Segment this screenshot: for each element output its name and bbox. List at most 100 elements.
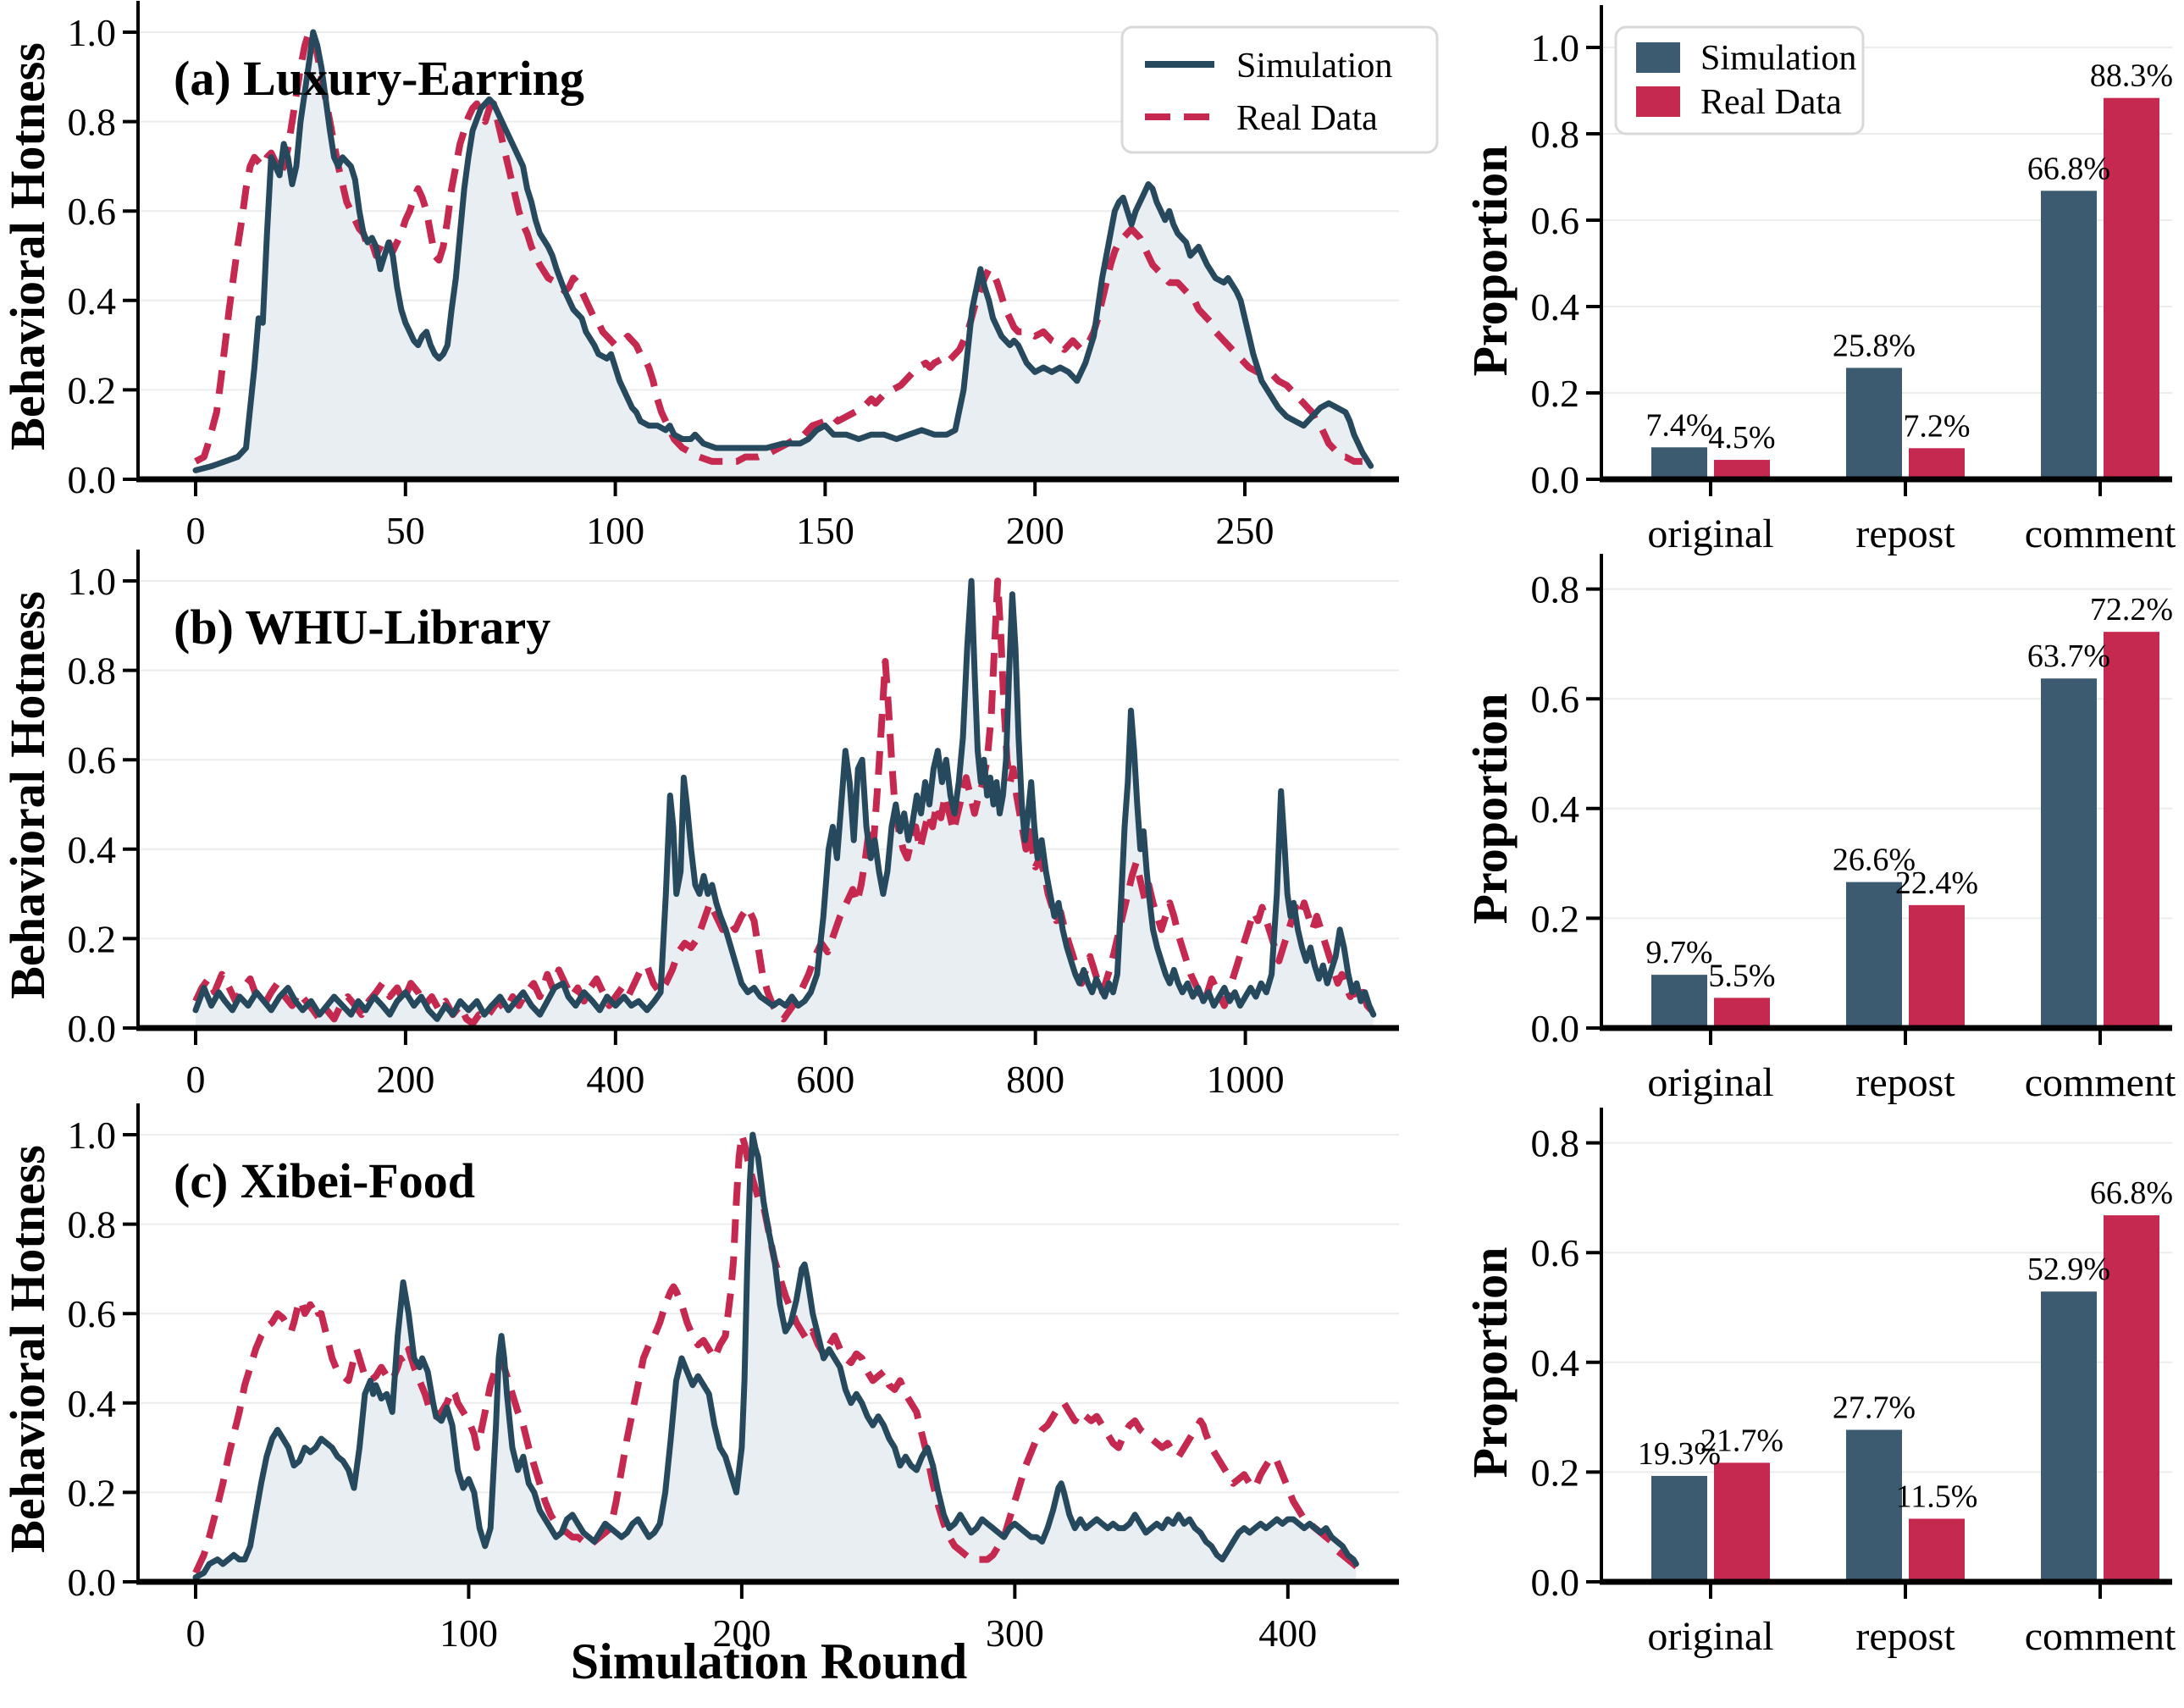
x-tick-label: 1000	[1207, 1058, 1285, 1101]
legend-bar-chart: Simulation Real Data	[1614, 25, 1865, 135]
simulation-line	[192, 1131, 1359, 1581]
bar-simulation-original	[1651, 447, 1707, 479]
y-tick-label: 0.4	[1531, 1341, 1580, 1385]
y-tick-label: 0.2	[1531, 372, 1580, 415]
bar-label-real-data-original: 5.5%	[1708, 958, 1775, 993]
y-tick-label: 1.0	[1531, 26, 1580, 69]
category-label-original: original	[1647, 1060, 1773, 1105]
bar-simulation-comment	[2041, 191, 2097, 479]
y-tick-label: 0.6	[1531, 1231, 1580, 1274]
bar-label-real-data-comment: 72.2%	[2090, 592, 2173, 627]
category-label-comment: comment	[2025, 1060, 2176, 1105]
y-tick-label: 0.4	[68, 279, 117, 323]
category-label-repost: repost	[1855, 1614, 1955, 1659]
category-label-original: original	[1647, 1614, 1773, 1659]
bar-simulation-comment	[2041, 1291, 2097, 1582]
bar-label-simulation-original: 7.4%	[1645, 407, 1712, 443]
bar-real-data-comment	[2104, 97, 2159, 480]
category-label-comment: comment	[2025, 511, 2176, 556]
x-tick-label: 300	[986, 1611, 1044, 1655]
bar-label-real-data-original: 4.5%	[1708, 420, 1775, 456]
y-tick-label: 0.0	[1531, 1007, 1580, 1050]
simulation-area-fill	[196, 32, 1371, 479]
bar-chart-xibei-food: 19.3%21.7% original 27.7% 11.5% repost 52.9% 6…	[1531, 1108, 2176, 1659]
bar-real-data-repost	[1909, 1518, 1965, 1582]
bar-label-simulation-repost: 25.8%	[1833, 328, 1916, 363]
y-tick-label: 0.2	[68, 1471, 117, 1514]
bar-real-data-comment	[2104, 632, 2159, 1028]
y-tick-label: 1.0	[68, 11, 117, 54]
y-tick-label: 0.4	[1531, 285, 1580, 329]
line-chart-luxury-earring: 0 50 100 150 200 250 0.0 0.2 0.4 0.6 0.8 1.0	[68, 1, 1399, 552]
legend-real-data-label: Real Data	[1236, 99, 1378, 138]
category-label-original: original	[1647, 511, 1773, 556]
title-whu-library: (b) WHU-Library	[174, 600, 550, 655]
ylabel-proportion-a: Proportion	[1462, 146, 1518, 377]
y-tick-label: 0.0	[68, 1561, 117, 1604]
bar-real-data-original	[1714, 998, 1770, 1028]
x-tick-label: 0	[186, 1611, 206, 1655]
y-tick-label: 0.2	[1531, 897, 1580, 940]
bar-label-real-data-repost: 11.5%	[1896, 1479, 1978, 1514]
y-tick-label: 0.8	[68, 1203, 117, 1246]
line-chart-whu-library: 0 200 400 600 800 1000 0.0 0.2 0.4 0.6 0.8 1.0	[68, 550, 1399, 1101]
y-tick-label: 0.2	[1531, 1451, 1580, 1494]
category-label-comment: comment	[2025, 1614, 2176, 1659]
simulation-line	[192, 578, 1377, 1022]
category-label-repost: repost	[1855, 511, 1955, 556]
ylabel-proportion-c: Proportion	[1462, 1247, 1518, 1479]
bar-simulation-repost	[1846, 882, 1902, 1028]
bar-label-real-data-repost: 22.4%	[1895, 865, 1978, 901]
y-tick-label: 0.2	[68, 917, 117, 960]
legend-simulation-swatch	[1636, 42, 1680, 73]
bar-simulation-original	[1651, 1475, 1707, 1582]
bar-simulation-original	[1651, 975, 1707, 1028]
bar-real-data-original	[1714, 460, 1770, 479]
simulation-line	[192, 29, 1374, 473]
y-tick-label: 0.4	[1531, 788, 1580, 831]
legend-simulation-label: Simulation	[1700, 39, 1856, 78]
bar-simulation-comment	[2041, 678, 2097, 1028]
y-tick-label: 0.0	[1531, 458, 1580, 501]
x-tick-label: 100	[586, 509, 644, 552]
simulation-area-fill	[196, 1135, 1357, 1582]
y-tick-label: 1.0	[68, 1114, 117, 1157]
legend-real-data-swatch	[1636, 86, 1680, 117]
bar-label-real-data-comment: 88.3%	[2090, 58, 2173, 94]
legend-simulation-label: Simulation	[1236, 47, 1392, 86]
x-tick-label: 600	[796, 1058, 854, 1101]
y-tick-label: 0.8	[1531, 1122, 1580, 1165]
y-tick-label: 0.0	[68, 458, 117, 501]
x-tick-label: 800	[1006, 1058, 1064, 1101]
x-tick-label: 0	[186, 509, 206, 552]
bar-label-simulation-comment: 63.7%	[2027, 638, 2110, 674]
y-tick-label: 0.4	[68, 1382, 117, 1425]
y-tick-label: 0.0	[1531, 1561, 1580, 1604]
line-chart-xibei-food: 0 100 200 300 400 0.0 0.2 0.4 0.6 0.8 1.0	[68, 1103, 1399, 1655]
bar-simulation-repost	[1846, 1429, 1902, 1582]
y-tick-label: 0.0	[68, 1007, 117, 1050]
x-tick-label: 200	[376, 1058, 434, 1101]
y-tick-label: 0.4	[68, 828, 117, 871]
y-tick-label: 0.6	[1531, 199, 1580, 242]
y-tick-label: 0.6	[1531, 677, 1580, 721]
ylabel-behavioral-hotness-c: Behavioral Hotness	[0, 1145, 55, 1553]
real-data-line	[192, 1131, 1362, 1575]
ylabel-behavioral-hotness-b: Behavioral Hotness	[0, 591, 55, 999]
bar-real-data-original	[1714, 1462, 1770, 1582]
bar-label-simulation-comment: 52.9%	[2027, 1252, 2110, 1287]
x-tick-label: 400	[1258, 1611, 1317, 1655]
y-tick-label: 0.6	[68, 190, 117, 233]
x-tick-label: 100	[440, 1611, 498, 1655]
ylabel-behavioral-hotness-a: Behavioral Hotness	[0, 42, 55, 450]
ylabel-proportion-b: Proportion	[1462, 694, 1518, 925]
y-tick-label: 0.2	[68, 368, 117, 412]
bar-label-real-data-repost: 7.2%	[1903, 408, 1970, 444]
x-tick-label: 250	[1216, 509, 1274, 552]
x-tick-label: 400	[586, 1058, 644, 1101]
y-tick-label: 0.8	[1531, 113, 1580, 156]
x-tick-label: 0	[186, 1058, 206, 1101]
bar-chart-luxury-earring: 7.4%4.5% original 25.8% 7.2% repost 66.8% 88.3…	[1531, 5, 2176, 556]
x-tick-label: 150	[796, 509, 854, 552]
